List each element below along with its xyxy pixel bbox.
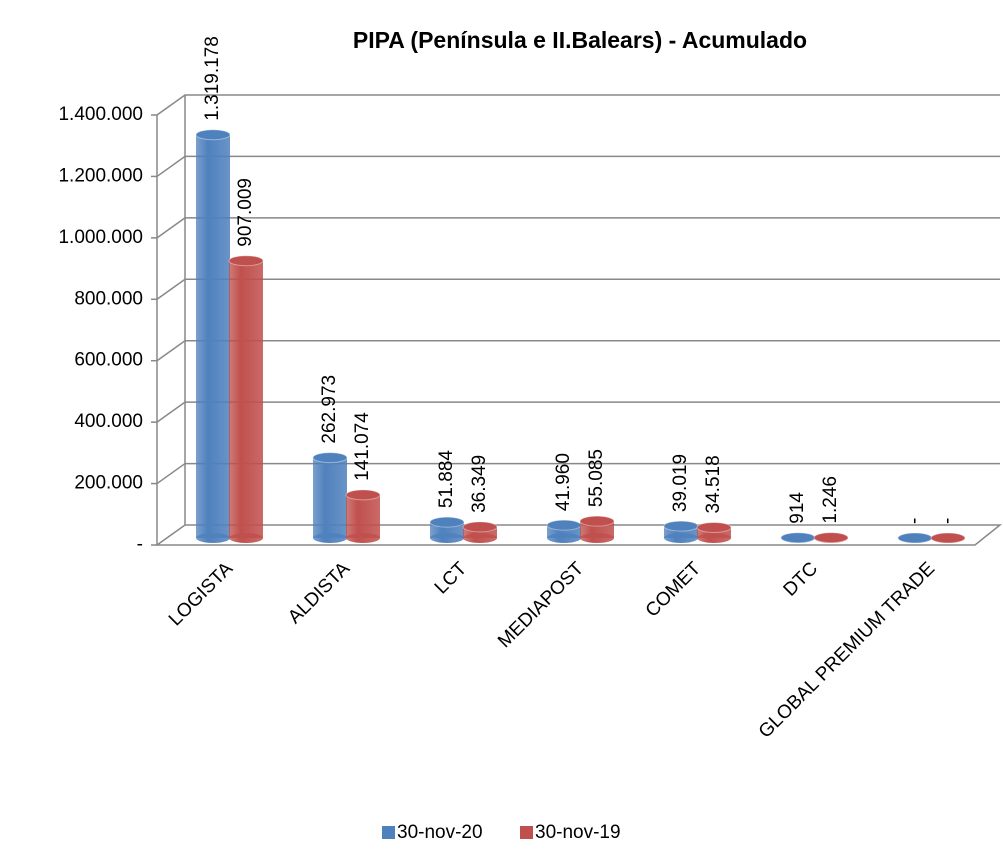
y-tick-label: - <box>137 534 143 555</box>
y-tick-label: 200.000 <box>74 473 143 494</box>
x-tick-label: DTC <box>780 558 822 600</box>
grid-line <box>156 217 1000 239</box>
bar-body <box>229 260 263 538</box>
value-label: 1.246 <box>820 476 841 524</box>
bar-body <box>697 527 731 538</box>
bar-top <box>228 255 264 267</box>
y-tick-label: 1.000.000 <box>58 227 143 248</box>
bar <box>696 521 732 543</box>
bar <box>546 519 582 543</box>
legend-label: 30-nov-19 <box>535 822 621 843</box>
value-label: - <box>937 518 958 524</box>
value-label: 41.960 <box>553 453 574 511</box>
bar <box>897 532 933 544</box>
x-tick-label: LOGISTA <box>165 558 237 630</box>
legend-swatch <box>520 826 533 839</box>
bar-top <box>462 521 498 533</box>
value-label: 51.884 <box>436 450 457 509</box>
bar <box>813 532 849 544</box>
bar-top <box>813 532 849 544</box>
bar-body <box>313 457 347 538</box>
bar <box>312 452 348 543</box>
bar <box>462 521 498 543</box>
value-label: - <box>904 518 925 524</box>
y-tick-label: 1.200.000 <box>58 165 143 186</box>
value-label: 914 <box>787 492 808 524</box>
value-label: 55.085 <box>586 449 607 507</box>
bar <box>228 255 264 543</box>
bar-top <box>930 532 966 544</box>
y-tick-label: 1.400.000 <box>58 104 143 125</box>
value-label: 141.074 <box>352 412 373 481</box>
grid-line <box>156 278 1000 300</box>
y-tick-label: 400.000 <box>74 411 143 432</box>
y-tick-label: 600.000 <box>74 350 143 371</box>
x-tick-label: ALDISTA <box>284 558 354 628</box>
bar-top <box>312 452 348 464</box>
legend-label: 30-nov-20 <box>397 822 483 843</box>
chart-title: PIPA (Península e II.Balears) - Acumulad… <box>353 27 807 53</box>
x-tick-label: MEDIAPOST <box>494 558 588 652</box>
bar-top <box>195 129 231 141</box>
bar <box>579 515 615 543</box>
x-tick-label: LCT <box>431 558 472 599</box>
grid-line <box>156 401 1000 423</box>
value-label: 36.349 <box>469 455 490 513</box>
bar-top <box>663 520 699 532</box>
bar <box>930 532 966 544</box>
value-label: 39.019 <box>670 454 691 512</box>
bar-top <box>780 532 816 544</box>
bar-top <box>696 521 732 533</box>
bar <box>345 489 381 543</box>
bar-top <box>345 489 381 501</box>
bar-top <box>897 532 933 544</box>
y-tick-label: 800.000 <box>74 288 143 309</box>
value-label: 262.973 <box>319 375 340 444</box>
grid-line <box>156 462 1000 485</box>
bar <box>663 520 699 543</box>
bar <box>195 129 231 543</box>
value-label: 34.518 <box>703 455 724 513</box>
legend-swatch <box>382 826 395 839</box>
grid-line <box>156 94 1000 116</box>
bar <box>780 532 816 544</box>
grid-line <box>156 339 1000 362</box>
bar-body <box>196 134 230 538</box>
bar-body <box>463 526 497 538</box>
bar-body <box>346 494 380 538</box>
x-tick-label: COMET <box>642 558 706 622</box>
bar-body <box>664 526 698 538</box>
bar-top <box>429 516 465 528</box>
value-label: 1.319.178 <box>202 36 223 121</box>
bar <box>429 516 465 543</box>
bar-top <box>546 519 582 531</box>
grid-line <box>156 155 1000 178</box>
bar-top <box>579 515 615 527</box>
value-label: 907.009 <box>235 178 256 247</box>
